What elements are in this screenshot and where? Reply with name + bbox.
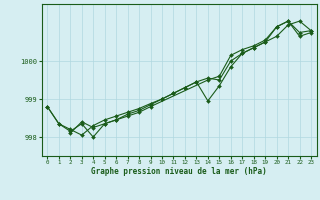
X-axis label: Graphe pression niveau de la mer (hPa): Graphe pression niveau de la mer (hPa)	[91, 167, 267, 176]
